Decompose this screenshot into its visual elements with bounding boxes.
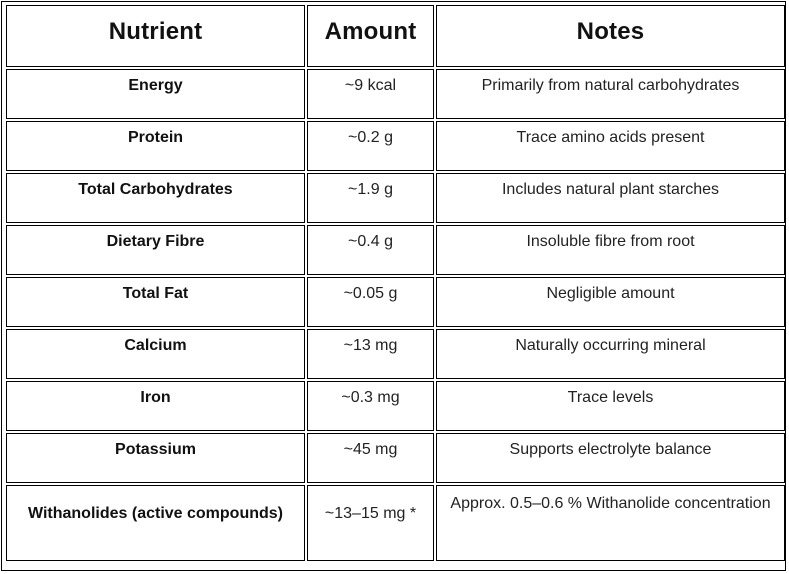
nutrition-table: Nutrient Amount Notes Energy ~9 kcal Pri…	[4, 3, 787, 563]
nutrient-cell: Potassium	[6, 433, 305, 483]
amount-cell: ~13–15 mg *	[307, 485, 434, 561]
notes-cell: Primarily from natural carbohydrates	[436, 69, 785, 119]
notes-cell: Trace levels	[436, 381, 785, 431]
table-row: Iron ~0.3 mg Trace levels	[6, 381, 785, 431]
notes-cell: Approx. 0.5–0.6 % Withanolide concentrat…	[436, 485, 785, 561]
nutrient-cell: Iron	[6, 381, 305, 431]
header-row: Nutrient Amount Notes	[6, 5, 785, 67]
notes-cell: Negligible amount	[436, 277, 785, 327]
table-row: Energy ~9 kcal Primarily from natural ca…	[6, 69, 785, 119]
amount-cell: ~0.2 g	[307, 121, 434, 171]
amount-cell: ~1.9 g	[307, 173, 434, 223]
nutrient-cell: Total Fat	[6, 277, 305, 327]
notes-cell: Trace amino acids present	[436, 121, 785, 171]
table-row: Potassium ~45 mg Supports electrolyte ba…	[6, 433, 785, 483]
table-row: Total Carbohydrates ~1.9 g Includes natu…	[6, 173, 785, 223]
amount-cell: ~0.3 mg	[307, 381, 434, 431]
nutrient-cell: Total Carbohydrates	[6, 173, 305, 223]
amount-cell: ~0.05 g	[307, 277, 434, 327]
table-row: Dietary Fibre ~0.4 g Insoluble fibre fro…	[6, 225, 785, 275]
nutrient-cell: Withanolides (active compounds)	[6, 485, 305, 561]
nutrient-cell: Calcium	[6, 329, 305, 379]
amount-cell: ~45 mg	[307, 433, 434, 483]
notes-cell: Naturally occurring mineral	[436, 329, 785, 379]
table-row: Total Fat ~0.05 g Negligible amount	[6, 277, 785, 327]
notes-cell: Insoluble fibre from root	[436, 225, 785, 275]
header-nutrient: Nutrient	[6, 5, 305, 67]
nutrient-cell: Energy	[6, 69, 305, 119]
header-notes: Notes	[436, 5, 785, 67]
table-row: Withanolides (active compounds) ~13–15 m…	[6, 485, 785, 561]
amount-cell: ~0.4 g	[307, 225, 434, 275]
table-row: Calcium ~13 mg Naturally occurring miner…	[6, 329, 785, 379]
notes-cell: Includes natural plant starches	[436, 173, 785, 223]
notes-cell: Supports electrolyte balance	[436, 433, 785, 483]
table-row: Protein ~0.2 g Trace amino acids present	[6, 121, 785, 171]
amount-cell: ~13 mg	[307, 329, 434, 379]
header-amount: Amount	[307, 5, 434, 67]
nutrient-cell: Dietary Fibre	[6, 225, 305, 275]
amount-cell: ~9 kcal	[307, 69, 434, 119]
nutrient-cell: Protein	[6, 121, 305, 171]
